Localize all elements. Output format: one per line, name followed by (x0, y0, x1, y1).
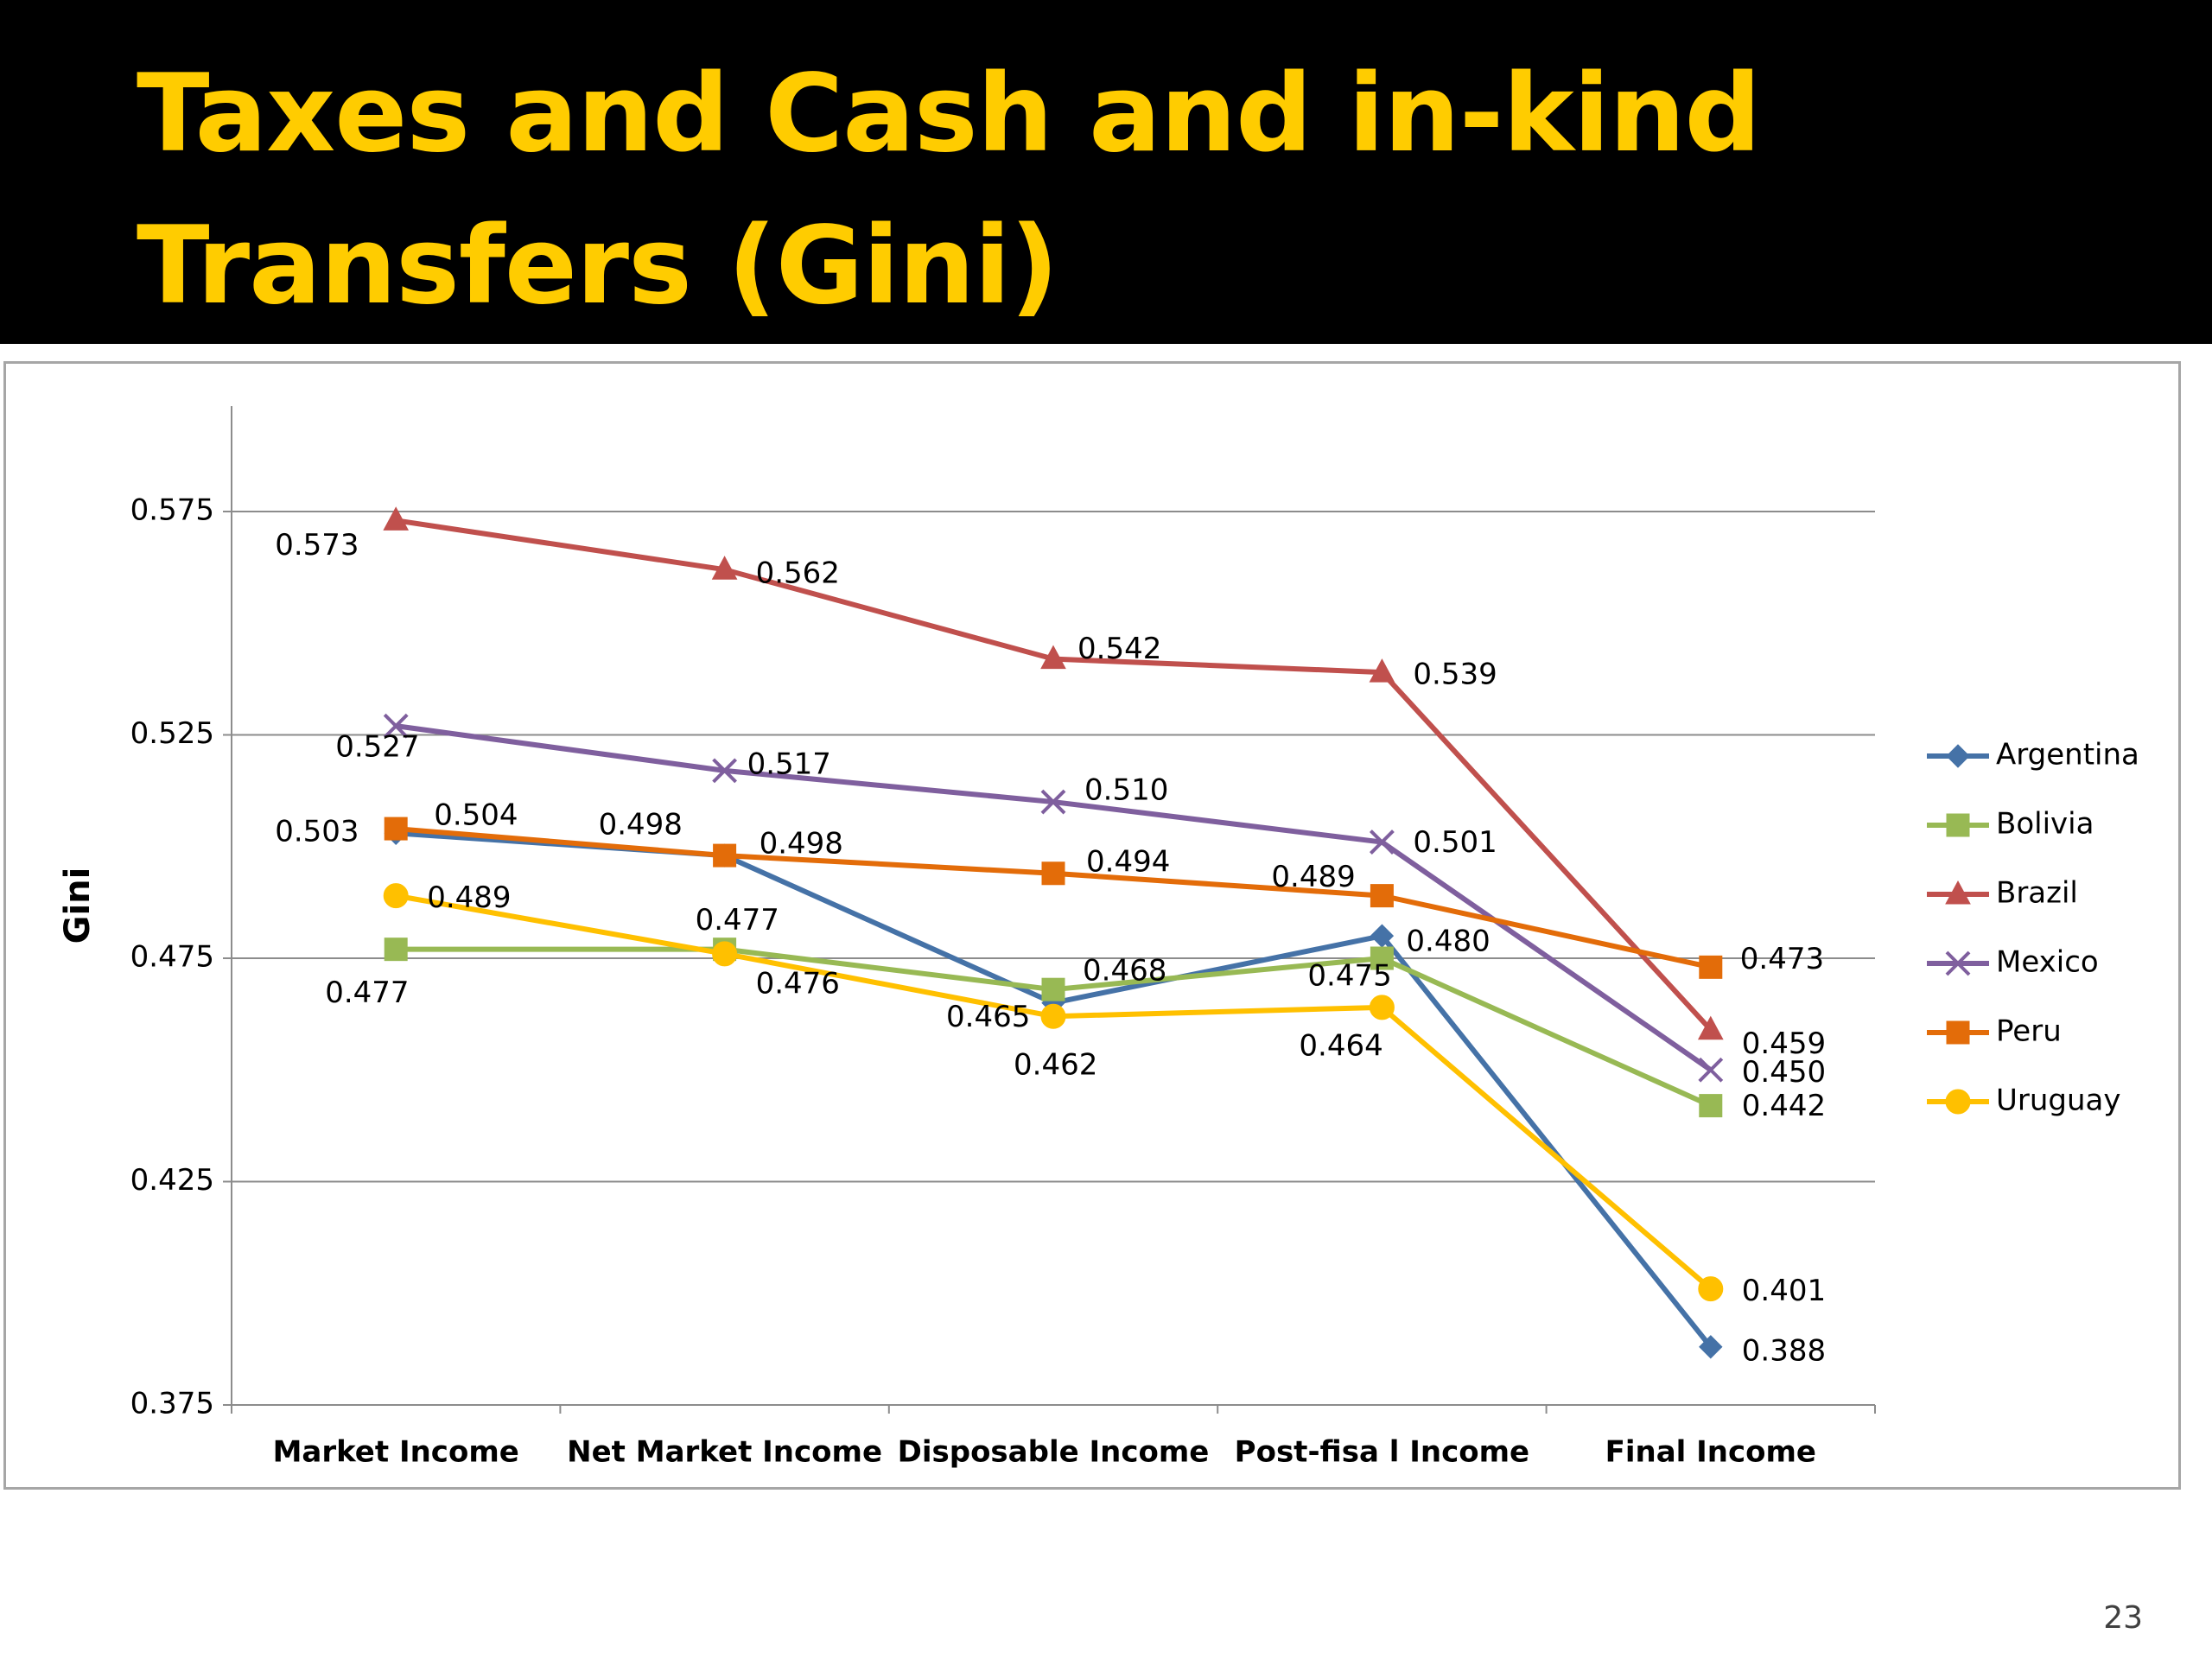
data-label-mexico: 0.517 (747, 747, 831, 781)
y-tick-label: 0.375 (130, 1387, 214, 1421)
data-label-argentina: 0.480 (1406, 925, 1490, 959)
data-label-bolivia: 0.477 (696, 903, 779, 938)
data-point-peru (1699, 955, 1723, 979)
legend-marker-mexico (1945, 950, 1971, 976)
data-point-bolivia (1370, 946, 1394, 970)
series-line-brazil (395, 518, 1713, 1032)
data-point-bolivia (1041, 977, 1065, 1001)
data-label-brazil: 0.573 (275, 528, 359, 563)
series-line-argentina (395, 830, 1713, 1349)
data-label-argentina: 0.498 (599, 808, 683, 842)
data-point-brazil (1040, 645, 1066, 670)
data-label-argentina: 0.465 (946, 1000, 1030, 1034)
x-category-label: Net Market Income (567, 1435, 882, 1470)
data-point-uruguay (1040, 1003, 1066, 1029)
data-point-peru (384, 817, 408, 841)
y-tick-label: 0.425 (130, 1163, 214, 1198)
data-label-uruguay: 0.476 (756, 966, 840, 1001)
data-label-peru: 0.489 (1271, 860, 1355, 894)
legend-label-uruguay: Uruguay (1996, 1084, 2121, 1118)
data-label-mexico: 0.510 (1084, 773, 1168, 808)
data-label-uruguay: 0.489 (427, 880, 511, 915)
legend-marker-brazil (1945, 880, 1971, 905)
data-point-uruguay (1698, 1276, 1724, 1302)
legend-label-mexico: Mexico (1996, 945, 2099, 980)
y-tick-label: 0.575 (130, 493, 214, 528)
data-point-brazil (383, 506, 410, 531)
legend-label-bolivia: Bolivia (1996, 807, 2094, 842)
legend-marker-uruguay (1945, 1089, 1971, 1115)
data-label-mexico: 0.527 (335, 730, 419, 765)
x-category-label: Final Income (1605, 1435, 1816, 1470)
data-point-uruguay (712, 941, 738, 967)
data-label-bolivia: 0.442 (1742, 1089, 1826, 1123)
data-point-mexico (712, 758, 738, 784)
series-line-peru (395, 826, 1712, 970)
x-category-label: Market Income (273, 1435, 519, 1470)
x-category-label: Post-fisa l Income (1235, 1435, 1529, 1470)
title-bar: Taxes and Cash and in-kind Transfers (Gi… (0, 0, 2212, 344)
series-line-uruguay (395, 893, 1713, 1291)
data-label-brazil: 0.562 (756, 556, 840, 591)
data-label-argentina: 0.503 (275, 815, 359, 849)
data-point-peru (1370, 884, 1394, 908)
y-tick-label: 0.525 (130, 716, 214, 751)
data-point-brazil (711, 556, 738, 580)
data-label-uruguay: 0.401 (1742, 1274, 1826, 1308)
page-number: 23 (2103, 1600, 2143, 1636)
data-label-peru: 0.504 (434, 798, 518, 833)
legend-marker-argentina (1946, 744, 1970, 768)
data-label-peru: 0.473 (1740, 942, 1824, 976)
data-label-mexico: 0.501 (1413, 825, 1497, 860)
data-label-peru: 0.494 (1086, 844, 1170, 879)
data-label-bolivia: 0.477 (325, 976, 409, 1010)
data-point-peru (713, 843, 737, 868)
legend-label-brazil: Brazil (1996, 876, 2078, 911)
data-label-brazil: 0.459 (1742, 1027, 1826, 1061)
legend-label-argentina: Argentina (1996, 738, 2139, 772)
data-point-argentina (1699, 1335, 1723, 1359)
data-point-mexico (1369, 830, 1395, 855)
data-point-mexico (1040, 789, 1066, 815)
data-label-uruguay: 0.462 (1014, 1048, 1097, 1083)
data-point-uruguay (383, 883, 409, 909)
data-point-peru (1041, 861, 1065, 886)
data-label-mexico: 0.450 (1742, 1055, 1826, 1090)
data-point-mexico (383, 713, 409, 739)
data-point-mexico (1698, 1057, 1724, 1083)
slide-title-line-2: Transfers (Gini) (137, 204, 1058, 328)
chart-frame (3, 361, 2181, 1490)
data-point-brazil (1369, 658, 1395, 683)
x-category-label: Disposable Income (898, 1435, 1210, 1470)
y-tick-label: 0.475 (130, 940, 214, 975)
data-label-bolivia: 0.468 (1083, 954, 1166, 988)
data-label-uruguay: 0.464 (1299, 1028, 1382, 1063)
data-label-brazil: 0.539 (1413, 658, 1497, 692)
slide-title-line-1: Taxes and Cash and in-kind (137, 52, 1761, 176)
data-label-brazil: 0.542 (1077, 632, 1161, 666)
data-label-argentina: 0.388 (1742, 1333, 1826, 1368)
data-point-bolivia (384, 938, 408, 962)
data-point-brazil (1697, 1015, 1724, 1040)
data-label-peru: 0.498 (760, 827, 843, 861)
data-label-bolivia: 0.475 (1307, 959, 1391, 994)
y-axis-label: Gini (58, 868, 98, 944)
data-point-bolivia (1699, 1094, 1723, 1118)
legend-label-peru: Peru (1996, 1014, 2062, 1049)
data-point-uruguay (1369, 995, 1395, 1020)
legend-marker-peru (1946, 1020, 1970, 1045)
legend-marker-bolivia (1946, 813, 1970, 837)
